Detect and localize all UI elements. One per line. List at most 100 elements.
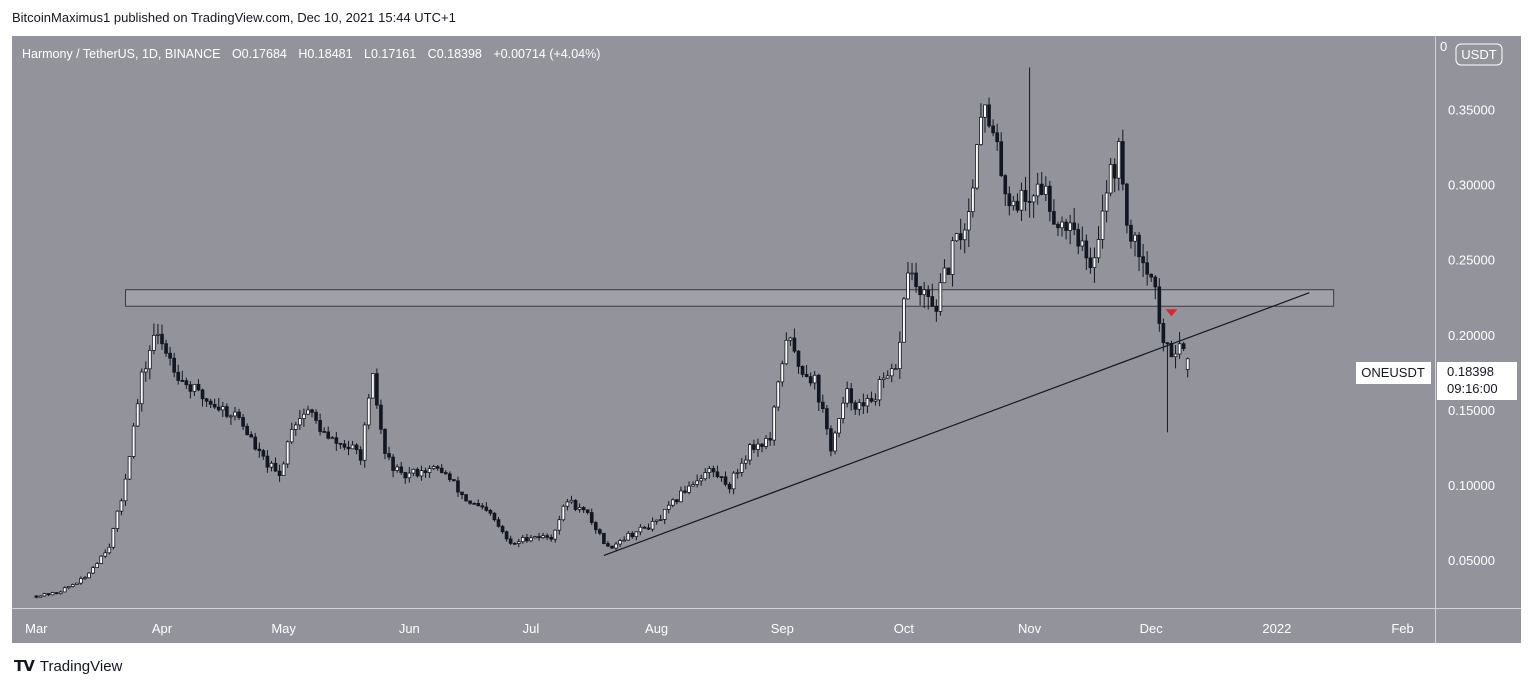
candle: [103, 549, 108, 559]
price-axis-top-tick: 0: [1440, 39, 1447, 54]
support-resistance-zone[interactable]: [125, 289, 1335, 307]
candle-body: [148, 349, 152, 370]
candle: [727, 481, 732, 494]
candle: [804, 364, 809, 378]
candle-body: [508, 538, 513, 544]
candle: [829, 425, 833, 457]
candle: [1181, 341, 1186, 352]
tradingview-branding[interactable]: 𝗧𝗩 TradingView: [14, 657, 122, 676]
candle: [869, 391, 874, 403]
candle: [70, 583, 75, 588]
candle: [443, 470, 448, 475]
candle-body: [54, 592, 59, 595]
candle: [918, 285, 922, 306]
candle: [557, 515, 562, 535]
candle-body: [962, 229, 967, 241]
candle-body: [95, 563, 99, 568]
candle: [739, 458, 744, 477]
candle: [1027, 67, 1032, 218]
candle-body: [322, 431, 326, 433]
candle: [46, 593, 51, 597]
candle: [472, 502, 476, 505]
candle-body: [1137, 234, 1141, 258]
legend-high-value: 0.18481: [307, 47, 352, 61]
candle-body: [1133, 234, 1137, 242]
candle: [83, 575, 87, 580]
candle-body: [1039, 183, 1044, 195]
candle: [537, 532, 541, 541]
candle: [123, 473, 128, 506]
time-axis[interactable]: [12, 609, 1521, 643]
candle: [115, 510, 120, 532]
candle-body: [407, 472, 412, 479]
candle-body: [298, 418, 302, 426]
candle-body: [638, 526, 643, 533]
candle-body: [1072, 222, 1077, 230]
candle: [646, 523, 651, 531]
candle: [452, 479, 456, 482]
candle-body: [237, 411, 241, 418]
candle-body: [829, 428, 833, 452]
candle-body: [1145, 262, 1149, 275]
legend-open-value: 0.17684: [242, 47, 287, 61]
candle: [411, 468, 416, 477]
candle: [800, 365, 805, 378]
candle-body: [954, 233, 959, 242]
candle: [1056, 221, 1060, 236]
candle: [1072, 207, 1077, 236]
candle-body: [99, 555, 104, 564]
candle-body: [1092, 257, 1097, 269]
candle: [1023, 176, 1028, 212]
candle: [764, 435, 768, 450]
candle-body: [845, 388, 849, 404]
candle: [521, 535, 525, 544]
candle-body: [1153, 276, 1158, 288]
candle-body: [958, 233, 963, 241]
candle: [504, 530, 509, 542]
candle-body: [480, 505, 485, 508]
candle: [711, 465, 716, 478]
candle: [979, 103, 983, 146]
candle-body: [261, 450, 266, 457]
currency-button[interactable]: USDT: [1455, 43, 1503, 66]
candle: [748, 442, 752, 465]
candle-body: [565, 501, 570, 507]
candle-body: [1121, 141, 1125, 185]
candle: [269, 460, 274, 472]
candle-body: [241, 417, 245, 427]
candle-body: [208, 400, 213, 405]
plot-area[interactable]: [12, 36, 1435, 608]
candle: [75, 582, 79, 585]
candle-body: [358, 449, 363, 461]
ascending-trendline[interactable]: [603, 292, 1310, 557]
candle: [525, 533, 529, 543]
price-tick-label: 0.25000: [1448, 253, 1495, 268]
candle: [42, 592, 47, 597]
candle: [326, 426, 331, 440]
candle: [302, 408, 306, 427]
candle: [488, 508, 493, 516]
candle: [245, 423, 249, 436]
candle: [529, 534, 533, 543]
candle-body: [1011, 200, 1016, 207]
candle-body: [671, 499, 675, 506]
candle-body: [460, 491, 464, 496]
bearish-marker-icon: [1165, 309, 1178, 317]
candle: [1031, 194, 1036, 218]
candle: [419, 465, 424, 481]
candle-body: [642, 526, 647, 529]
candle: [971, 179, 975, 218]
candle-body: [326, 431, 331, 439]
price-axis[interactable]: [1436, 36, 1521, 608]
candle-body: [533, 536, 537, 539]
candle: [707, 465, 712, 479]
candle-body: [983, 104, 987, 118]
candle: [383, 428, 387, 460]
candle-body: [1027, 201, 1032, 203]
candle: [220, 401, 225, 418]
support-resistance-zone-layer: [125, 289, 1335, 307]
candle-body: [1125, 183, 1129, 226]
candle-body: [123, 478, 128, 502]
candle-body: [91, 567, 95, 574]
